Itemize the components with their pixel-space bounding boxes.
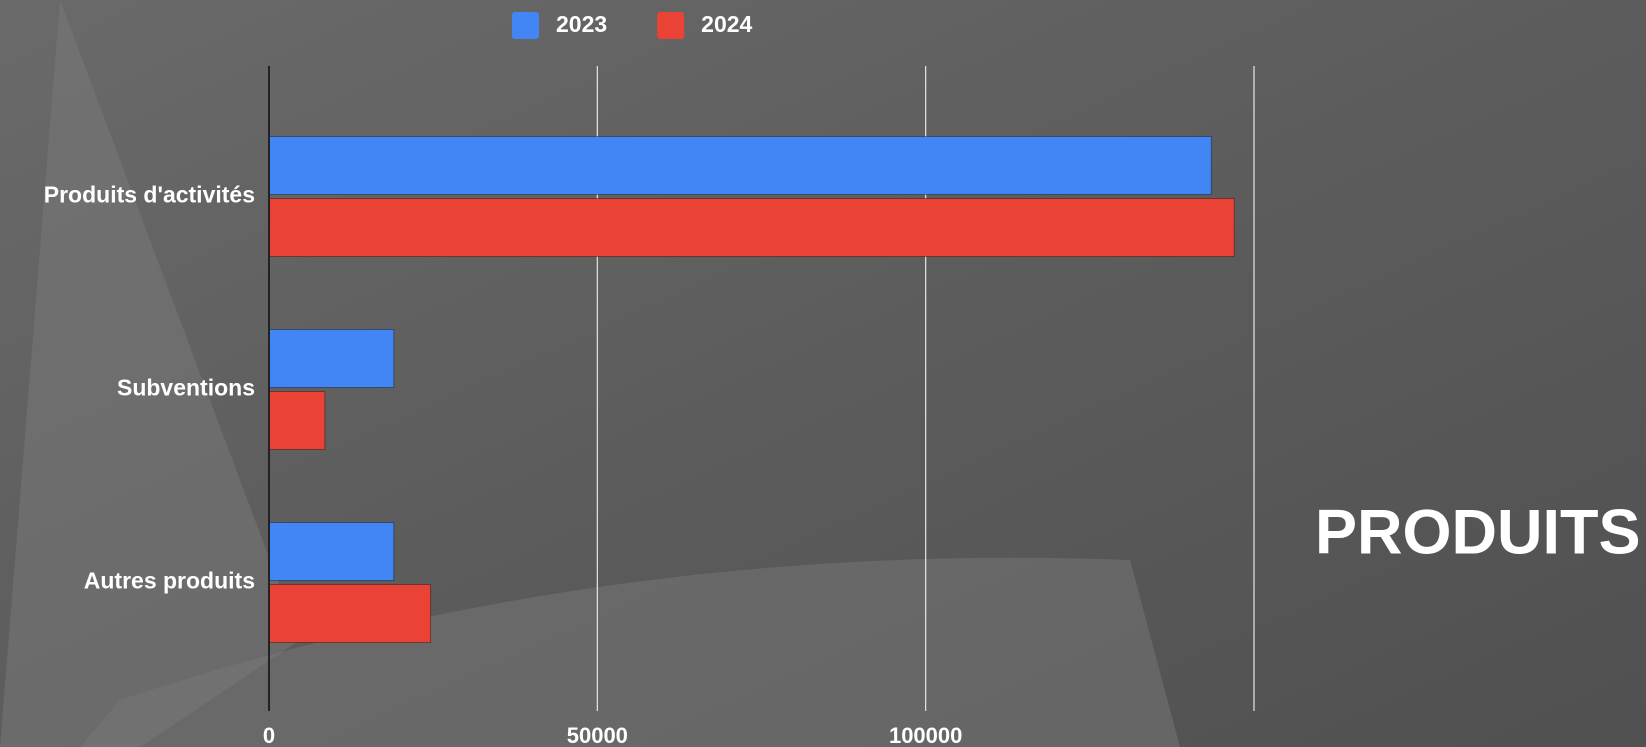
sail-shape: [0, 0, 300, 747]
bar: [268, 136, 1212, 195]
bar: [268, 198, 1235, 257]
x-tick-label: 100000: [889, 723, 962, 747]
bar: [268, 391, 326, 450]
y-tick-label: Autres produits: [84, 568, 255, 594]
bar: [268, 329, 395, 388]
annotation: PRODUITS: [1315, 498, 1641, 568]
bar: [268, 584, 432, 643]
legend-label: 2024: [701, 11, 752, 37]
y-tick-label: Subventions: [117, 375, 255, 401]
legend-swatch: [512, 12, 539, 39]
hull-shape: [80, 557, 1180, 747]
x-tick-label: 0: [263, 723, 275, 747]
legend-swatch: [657, 12, 685, 39]
y-tick-label: Produits d'activités: [44, 182, 255, 208]
x-tick-label: 50000: [567, 723, 628, 747]
legend-label: 2023: [556, 11, 607, 37]
bar: [268, 522, 395, 581]
